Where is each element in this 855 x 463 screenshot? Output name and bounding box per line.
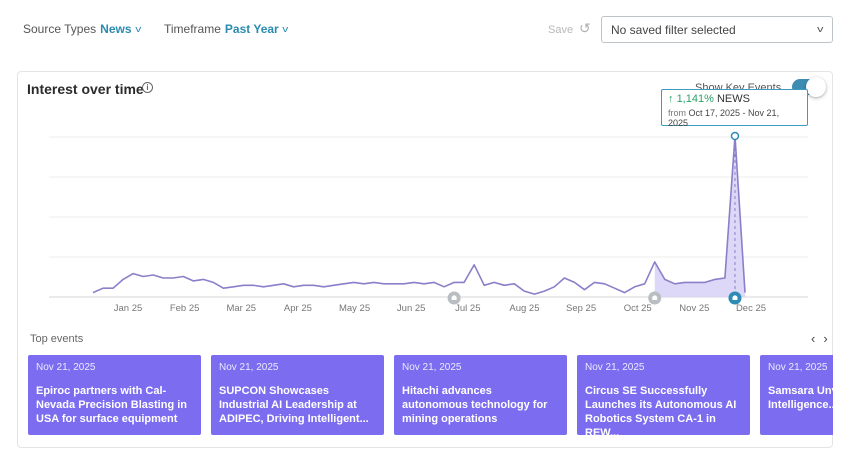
save-button[interactable]: Save bbox=[548, 24, 574, 36]
chevron-down-icon: v bbox=[816, 24, 823, 34]
x-tick-label: Feb 25 bbox=[170, 303, 200, 314]
tooltip-range: Oct 17, 2025 - Nov 21, 2025 bbox=[668, 108, 780, 128]
interest-over-time-card: Jan 25 Feb 25 Mar 25 Apr 25 May 25 Jun 25 Jul … bbox=[17, 71, 833, 448]
interest-chart[interactable]: Jan 25 Feb 25 Mar 25 Apr 25 May 25 Jun 25 Jul … bbox=[18, 72, 834, 332]
tooltip-from-label: from bbox=[668, 108, 686, 118]
timeframe-value: Past Year bbox=[224, 22, 279, 36]
x-tick-label: Jun 25 bbox=[397, 303, 426, 314]
chevron-left-icon[interactable]: ‹ bbox=[811, 331, 816, 346]
event-headline: Epiroc partners with Cal-Nevada Precisio… bbox=[36, 385, 187, 425]
event-card[interactable]: Nov 21, 2025 Hitachi advances autonomous … bbox=[394, 355, 567, 435]
card-title: Interest over time bbox=[27, 81, 144, 97]
x-tick-label: Jan 25 bbox=[114, 303, 143, 314]
top-events-list: Nov 21, 2025 Epiroc partners with Cal-Nev… bbox=[28, 355, 833, 436]
toggle-knob bbox=[806, 77, 826, 97]
peak-point bbox=[730, 131, 740, 141]
event-date: Nov 21, 2025 bbox=[402, 362, 462, 373]
saved-filter-select[interactable]: No saved filter selected v bbox=[601, 16, 833, 43]
event-headline: Circus SE Successfully Launches its Auto… bbox=[585, 385, 737, 435]
event-headline: Hitachi advances autonomous technology f… bbox=[402, 385, 548, 425]
source-types-label: Source Types bbox=[23, 22, 97, 36]
event-headline: Samsara Unveils Compliance Intelligence.… bbox=[768, 385, 833, 411]
x-tick-label: Dec 25 bbox=[736, 303, 766, 314]
bell-icon bbox=[732, 295, 738, 300]
event-card[interactable]: Nov 21, 2025 Samsara Unveils Compliance I… bbox=[760, 355, 833, 435]
chevron-down-icon: v bbox=[282, 24, 288, 34]
timeframe-label: Timeframe bbox=[164, 22, 221, 36]
bell-icon bbox=[451, 295, 457, 300]
x-tick-label: Mar 25 bbox=[226, 303, 256, 314]
event-card[interactable]: Nov 21, 2025 Epiroc partners with Cal-Nev… bbox=[28, 355, 201, 435]
x-tick-label: Aug 25 bbox=[509, 303, 539, 314]
events-pagination: ‹ › bbox=[803, 331, 828, 346]
chevron-down-icon: v bbox=[134, 24, 141, 34]
series-line bbox=[92, 135, 746, 295]
event-date: Nov 21, 2025 bbox=[36, 362, 96, 373]
x-tick-label: May 25 bbox=[339, 303, 370, 314]
source-types-filter[interactable]: Source Types News v bbox=[23, 22, 141, 36]
chart-tooltip: ↑ 1,141% NEWS from Oct 17, 2025 - Nov 21… bbox=[661, 89, 808, 128]
source-types-value: News bbox=[100, 22, 132, 36]
event-date: Nov 21, 2025 bbox=[219, 362, 279, 373]
event-headline: SUPCON Showcases Industrial AI Leadershi… bbox=[219, 385, 369, 425]
bell-icon bbox=[652, 295, 658, 300]
key-events-toggle[interactable] bbox=[792, 77, 826, 97]
event-date: Nov 21, 2025 bbox=[585, 362, 645, 373]
event-card[interactable]: Nov 21, 2025 Circus SE Successfully Launc… bbox=[577, 355, 750, 435]
tooltip-change: 1,141% bbox=[676, 93, 714, 105]
x-tick-label: Apr 25 bbox=[284, 303, 312, 314]
top-events-label: Top events bbox=[30, 333, 84, 345]
undo-icon[interactable]: ↺ bbox=[579, 20, 591, 36]
x-tick-label: Jul 25 bbox=[455, 303, 480, 314]
x-tick-label: Nov 25 bbox=[679, 303, 709, 314]
filter-toolbar: Source Types News v Timeframe Past Year … bbox=[0, 0, 855, 58]
timeframe-filter[interactable]: Timeframe Past Year v bbox=[164, 22, 288, 36]
x-tick-label: Oct 25 bbox=[624, 303, 652, 314]
saved-filter-value: No saved filter selected bbox=[611, 23, 736, 37]
x-tick-label: Sep 25 bbox=[566, 303, 596, 314]
tooltip-arrow: ↑ bbox=[668, 93, 674, 105]
event-date: Nov 21, 2025 bbox=[768, 362, 828, 373]
tooltip-source: NEWS bbox=[716, 93, 750, 105]
info-icon[interactable]: i bbox=[142, 82, 153, 93]
event-card[interactable]: Nov 21, 2025 SUPCON Showcases Industrial … bbox=[211, 355, 384, 435]
chevron-right-icon[interactable]: › bbox=[823, 331, 828, 346]
